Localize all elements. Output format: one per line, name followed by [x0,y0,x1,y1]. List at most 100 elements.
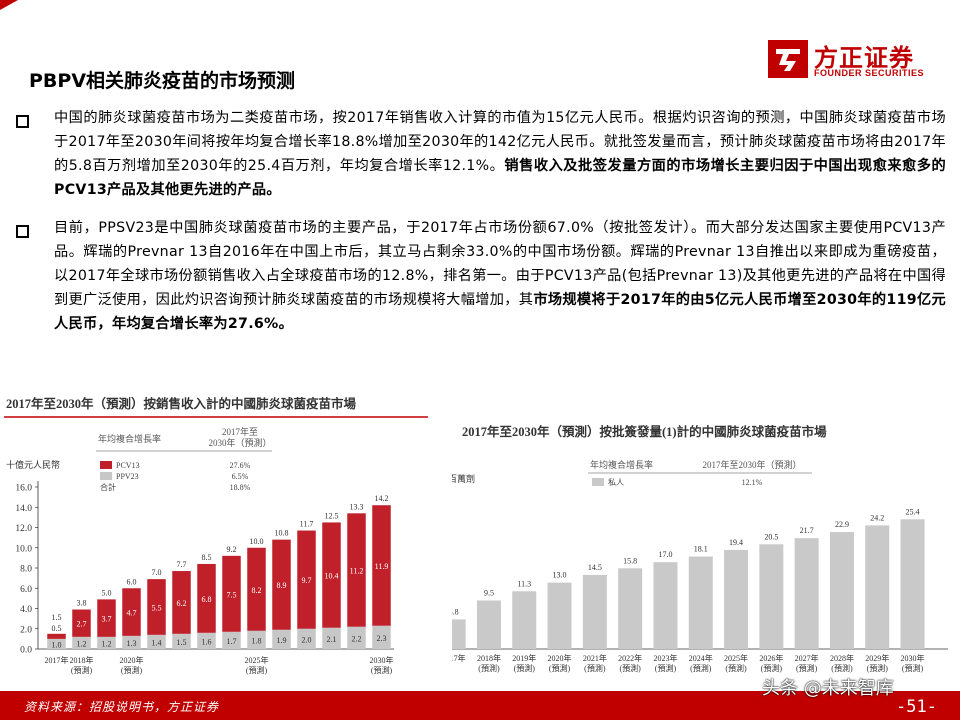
bar-volume [794,538,819,649]
legend-swatch-pcv13 [100,461,112,469]
bar-pcv13 [47,633,66,639]
bar-label-pcv13: 5.5 [152,603,162,612]
bar-pcv13 [322,522,341,628]
legend-rate: 6.5% [232,472,249,481]
bar-total-label: 13.3 [350,502,364,511]
y-tick-label: 16.0 [15,484,32,494]
x-tick-sublabel: (預測) [371,665,393,675]
bar-ppv23 [97,636,116,649]
bar-ppv23 [322,627,341,649]
bar-label-ppv23: 1.6 [202,637,212,646]
legend-label: 私人 [608,478,624,487]
x-tick-sublabel: (預測) [655,663,677,673]
x-tick-sublabel: (預測) [725,663,747,673]
bar-volume [900,519,925,649]
bar-volume [653,562,678,649]
bar-pcv13 [197,563,216,633]
paragraph-2-text: 目前，PPSV23是中国肺炎球菌疫苗市场的主要产品，于2017年占市场份额67.… [54,220,946,308]
x-tick-sublabel: (預測) [619,663,641,673]
legend-rate: 18.8% [230,483,251,492]
bar-total-label: 7.0 [152,568,162,577]
bar-label-ppv23: 1.3 [127,639,137,648]
bar-label-ppv23: 1.9 [277,636,287,645]
bar-label-ppv23: 1.7 [227,637,237,646]
bar-label-ppv23: 1.2 [102,639,112,648]
bar-label-pcv13: 6.8 [202,595,212,604]
bar-volume [512,591,537,649]
x-tick-label: 2020年 [548,653,572,663]
bar-ppv23 [297,628,316,649]
bar-total-label: 14.2 [375,494,389,503]
volume-y-axis-label: 百萬劑 [452,473,475,484]
x-tick-sublabel: (預測) [690,663,712,673]
bar-total-label: 9.2 [227,545,237,554]
bar-ppv23 [247,630,266,649]
bar-label-ppv23: 2.1 [327,635,337,644]
bar-label: 13.0 [553,571,567,580]
paragraph-1: 中国的肺炎球菌疫苗市场为二类疫苗市场，按2017年销售收入计算的市值为15亿元人… [54,106,946,202]
legend-header-right-2: 2030年（預測） [208,437,271,448]
legend-header-left: 年均複合增長率 [590,459,653,470]
brand-name-cn: 方正证券 [814,44,914,72]
x-tick-label: 2021年 [583,653,607,663]
bar-label-pcv13: 6.2 [177,599,187,608]
bar-total-label: 12.5 [325,511,339,520]
bar-total-label: 5.0 [102,588,112,597]
source-note: 资料来源：招股说明书，方正证券 [24,700,220,714]
legend-label: PPV23 [116,472,139,481]
bar-label: 9.5 [484,588,494,597]
bar-label: 25.4 [906,507,920,516]
bar-label-pcv13: 4.7 [127,609,137,618]
x-tick-label: 2023年 [653,653,677,663]
x-tick-sublabel: (預測) [831,663,853,673]
x-tick-label: 2026年 [759,653,783,663]
revenue-chart: 2017年至2030年（預測）按銷售收入計的中國肺炎球菌疫苗市場 年均複合增長率… [0,388,430,691]
corner-accent [0,0,18,10]
bar-label: 14.5 [588,563,602,572]
bar-label: 19.4 [729,538,743,547]
x-tick-label: 2020年 [120,655,144,665]
bar-total-label: 3.8 [77,599,87,608]
watermark: 头条 @未来智库 [762,678,894,699]
bar-pcv13 [72,609,91,637]
bar-pcv13 [172,571,191,634]
x-tick-label: 2022年 [618,653,642,663]
x-tick-label: 2025年 [245,655,269,665]
bar-total-label: 6.0 [127,577,137,586]
bar-label-pcv13: 10.4 [325,572,339,581]
bar-volume [759,544,784,649]
bar-label-ppv23: 2.2 [352,634,362,643]
y-tick-label: 10.0 [15,544,32,554]
x-tick-sublabel: (預測) [549,663,571,673]
bar-ppv23 [372,625,391,649]
y-tick-label: 6.0 [20,585,32,595]
bar-total-label: 1.5 [52,613,62,622]
x-tick-sublabel: (預測) [121,665,143,675]
bar-ppv23 [222,631,241,649]
bar-ppv23 [47,638,66,649]
x-tick-sublabel: (預測) [796,663,818,673]
x-tick-label: 2017年 [452,653,466,663]
legend-swatch-private [592,478,604,486]
revenue-chart-svg: 2017年至2030年（預測）按銷售收入計的中國肺炎球菌疫苗市場 年均複合增長率… [4,396,428,675]
bar-label-ppv23: 1.5 [177,638,187,647]
bar-ppv23 [72,636,91,649]
bar-label: 21.7 [800,526,814,535]
bar-ppv23 [122,635,141,649]
volume-chart-title: 2017年至2030年（預測）按批簽發量(1)計的中國肺炎球菌疫苗市場 [462,424,827,439]
x-tick-label: 2027年 [795,653,819,663]
y-tick-label: 8.0 [20,565,32,575]
bar-total-label: 11.7 [300,520,314,529]
bar-label-pcv13: 7.5 [227,590,237,599]
y-tick-label: 12.0 [15,524,32,534]
bar-pcv13 [347,513,366,627]
bar-volume [547,582,572,649]
bar-label: 22.9 [835,520,849,529]
bullet-square-icon [16,115,29,128]
bar-ppv23 [272,629,291,649]
founder-logo-icon [768,40,808,78]
bar-total-label: 10.8 [275,529,289,538]
bar-label-pcv13: 9.7 [302,576,312,585]
revenue-chart-title: 2017年至2030年（預測）按銷售收入計的中國肺炎球菌疫苗市場 [6,396,357,411]
y-tick-label: 14.0 [15,504,32,514]
